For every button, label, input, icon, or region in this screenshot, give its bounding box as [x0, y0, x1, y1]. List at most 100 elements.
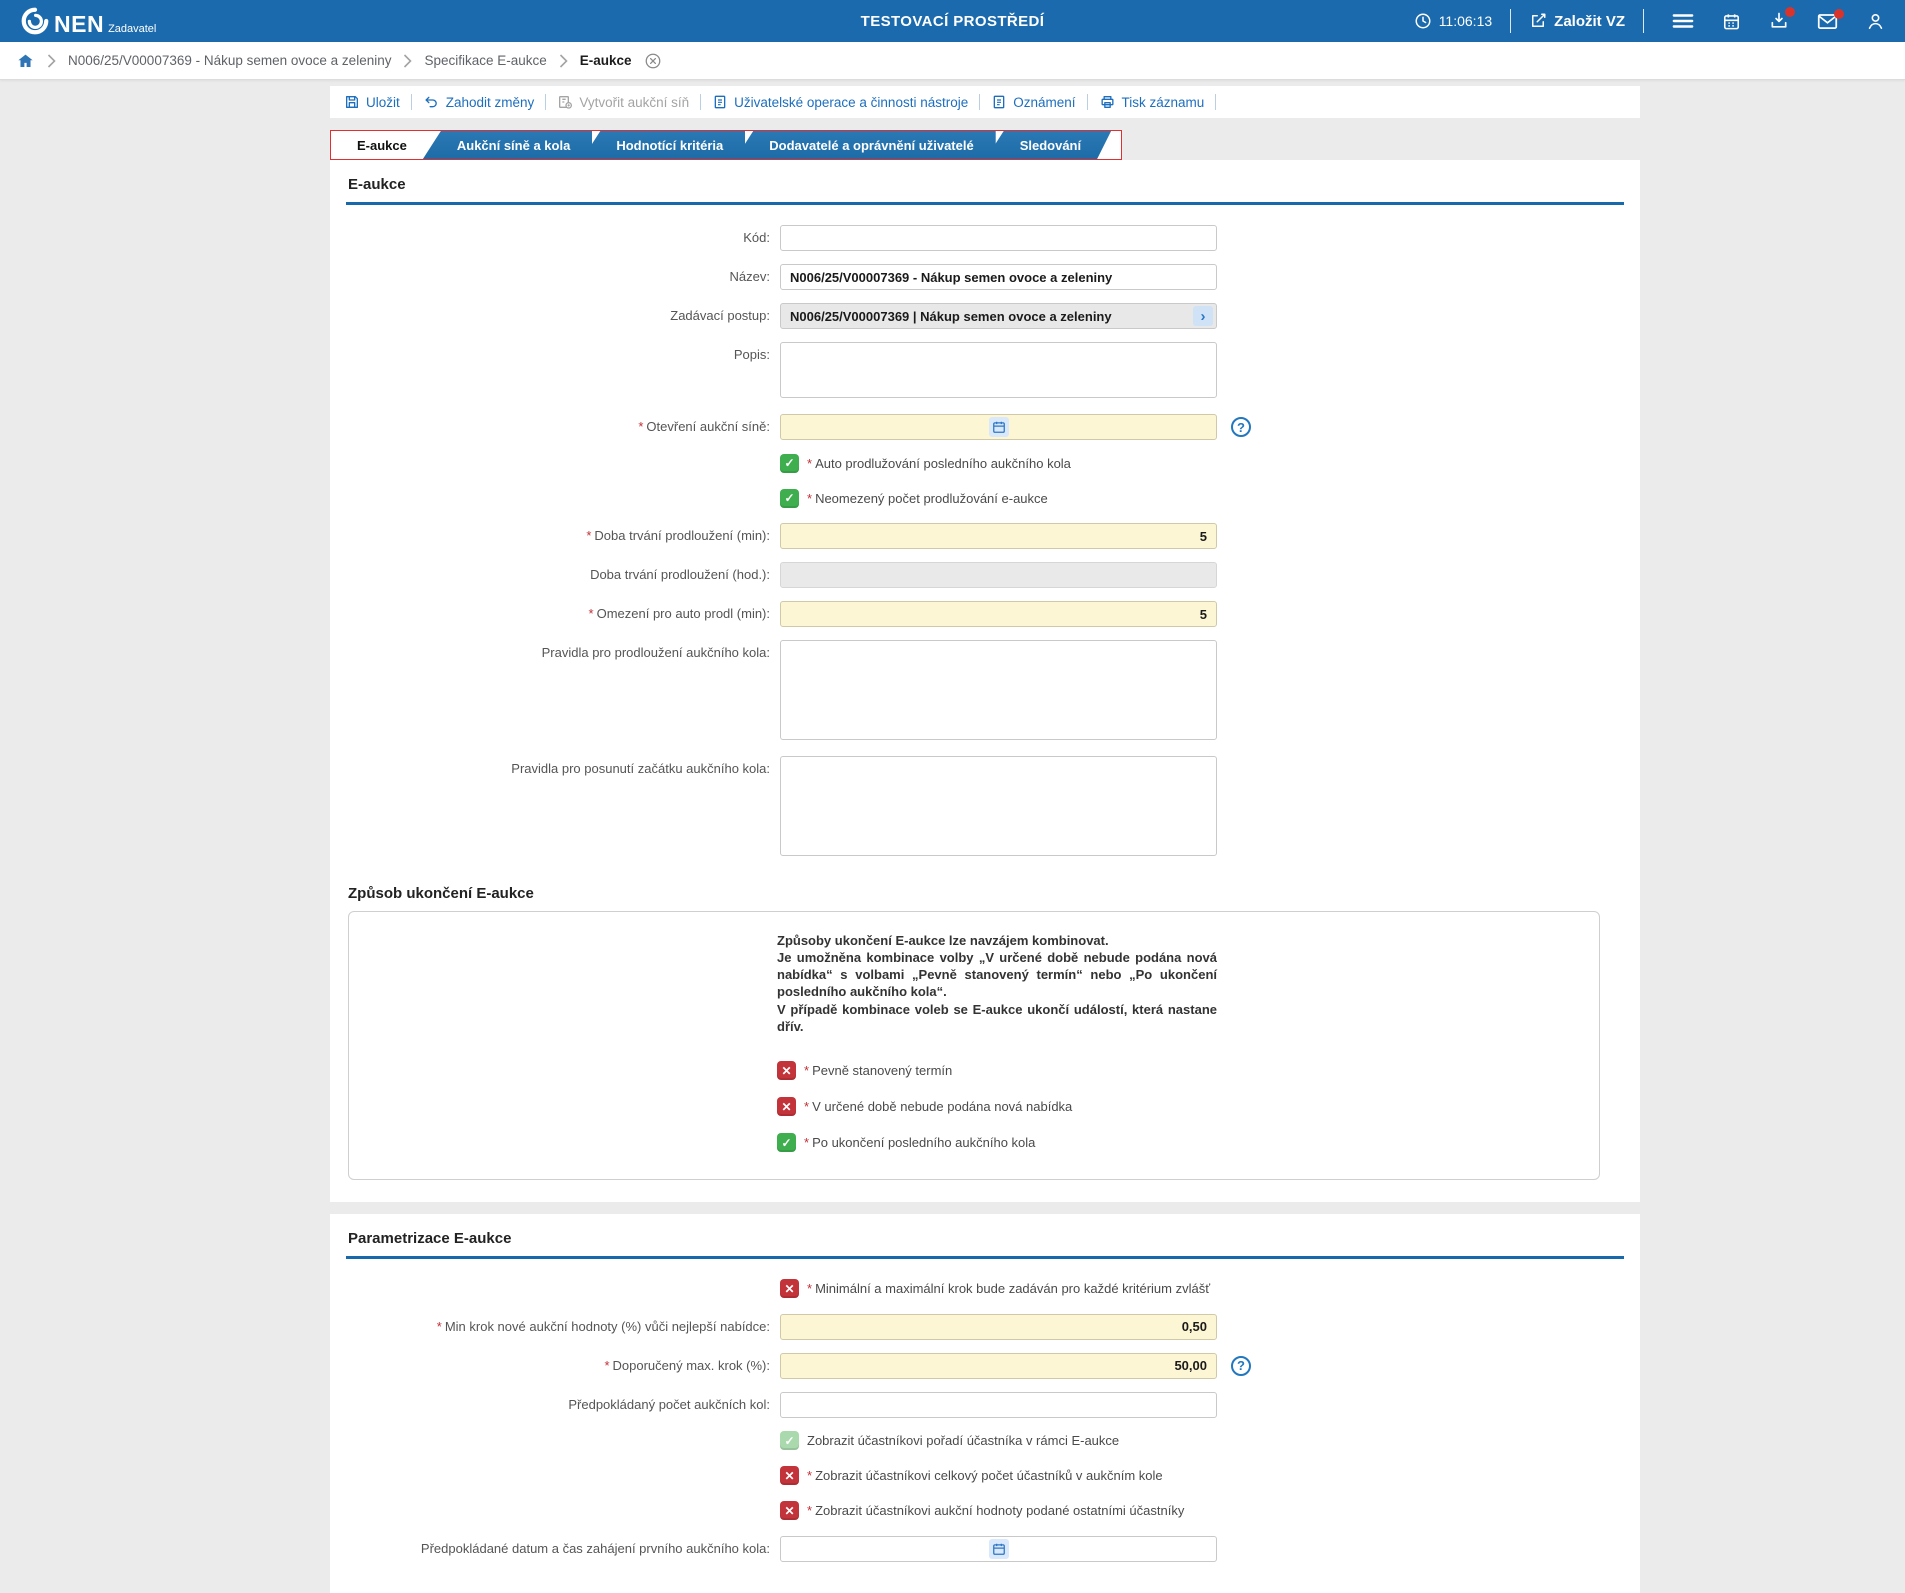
help-icon[interactable]: ? — [1231, 1355, 1251, 1376]
pocet-aukcnich-kol-input[interactable] — [780, 1391, 1217, 1418]
required-marker: * — [804, 1099, 810, 1115]
tab-eaukce[interactable]: E-aukce — [331, 131, 433, 159]
max-krok-input[interactable] — [780, 1352, 1217, 1379]
field-label: Otevření aukční síně: — [646, 418, 770, 434]
toolbar-separator — [1086, 94, 1088, 110]
header-divider — [1510, 9, 1512, 33]
create-auction-room-icon — [557, 94, 573, 110]
user-operations-button[interactable]: Uživatelské operace a činnosti nástroje — [712, 94, 968, 110]
tab-dodavatele-a-opravneni-uzivatele[interactable]: Dodavatelé a oprávnění uživatelé — [735, 131, 996, 159]
doba-trvani-min-input[interactable] — [780, 523, 1217, 549]
tab-hodnotici-kriteria[interactable]: Hodnotící kritéria — [582, 131, 746, 159]
checkbox-row-v-urcene-dobe: ✕ * V určené době nebude podána nová nabí… — [777, 1097, 1559, 1117]
open-record-chevron-icon[interactable]: › — [1193, 306, 1213, 326]
undo-icon — [423, 94, 440, 110]
toolbar-separator — [545, 94, 547, 110]
discard-changes-button[interactable]: Zahodit změny — [423, 94, 534, 110]
calendar-icon[interactable] — [1722, 12, 1741, 31]
checkbox-unchecked[interactable]: ✕ — [780, 1466, 799, 1486]
inbox-download-icon[interactable] — [1769, 7, 1795, 31]
eaukce-panel: E-aukce Kód: Název: Zadávací postup: N00… — [330, 160, 1640, 1202]
checkbox-label: Zobrazit účastníkovi aukční hodnoty poda… — [815, 1503, 1185, 1519]
checkbox-row-minmax-krok: ✕ * Minimální a maximální krok bude zadáv… — [780, 1279, 1624, 1299]
checkbox-row-neomezeny-pocet: ✓ * Neomezený počet prodlužování e-aukce — [780, 488, 1624, 508]
user-icon[interactable] — [1866, 12, 1885, 31]
datepicker-calendar-icon[interactable] — [988, 417, 1009, 437]
help-icon[interactable]: ? — [1231, 417, 1251, 437]
record-tabs: E-aukce Aukční síně a kola Hodnotící kri… — [330, 130, 1123, 160]
nazev-input[interactable] — [780, 264, 1217, 290]
popis-textarea[interactable] — [780, 342, 1217, 398]
create-vz-label: Založit VZ — [1554, 12, 1625, 30]
close-tab-icon[interactable] — [644, 52, 662, 70]
save-button[interactable]: Uložit — [344, 94, 400, 110]
field-label: Zadávací postup: — [670, 307, 770, 323]
field-label: Doporučený max. krok (%): — [612, 1357, 771, 1373]
kod-input[interactable] — [780, 225, 1217, 251]
pravidla-prodlouzeni-textarea[interactable] — [780, 640, 1217, 740]
nen-logo-icon — [20, 6, 50, 36]
min-krok-input[interactable] — [780, 1313, 1217, 1340]
checkbox-unchecked[interactable]: ✕ — [780, 1279, 799, 1299]
tab-aukcni-sine-a-kola[interactable]: Aukční síně a kola — [422, 131, 593, 159]
field-label: Kód: — [743, 229, 770, 245]
zadavaci-postup-value: N006/25/V00007369 | Nákup semen ovoce a … — [790, 308, 1112, 324]
clock-display: 11:06:13 — [1414, 12, 1492, 30]
section-rule — [346, 1255, 1624, 1259]
notification-badge — [1834, 8, 1844, 19]
checkbox-unchecked[interactable]: ✕ — [777, 1097, 796, 1117]
field-row-min-krok: * Min krok nové aukční hodnoty (%) vůči n… — [346, 1313, 1624, 1340]
breadcrumb-item-record[interactable]: N006/25/V00007369 - Nákup semen ovoce a … — [68, 53, 392, 68]
breadcrumb: N006/25/V00007369 - Nákup semen ovoce a … — [0, 42, 1905, 80]
announcements-button[interactable]: Oznámení — [991, 94, 1076, 110]
checkbox-row-po-ukonceni-kola: ✓ * Po ukončení posledního aukčního kola — [777, 1133, 1559, 1153]
print-record-button[interactable]: Tisk záznamu — [1099, 94, 1204, 110]
field-label: Doba trvání prodloužení (min): — [594, 527, 770, 543]
required-marker: * — [804, 1135, 810, 1151]
field-label: Název: — [729, 268, 770, 284]
checkbox-checked[interactable]: ✓ — [780, 488, 799, 508]
check-icon: ✓ — [784, 456, 795, 470]
field-row-otevreni-aukcni-sine: * Otevření aukční síně: ? — [346, 414, 1624, 440]
section-rule — [346, 202, 1624, 205]
check-icon: ✓ — [784, 491, 795, 505]
toolbar-separator — [1215, 94, 1217, 110]
checkbox-row-zobrazit-pocet: ✕ * Zobrazit účastníkovi celkový počet úč… — [780, 1466, 1624, 1486]
checkbox-unchecked[interactable]: ✕ — [780, 1501, 799, 1521]
required-marker: * — [638, 418, 644, 434]
omezeni-auto-prodl-input[interactable] — [780, 601, 1217, 627]
home-icon[interactable] — [16, 52, 35, 70]
required-marker: * — [436, 1318, 442, 1334]
create-vz-button[interactable]: Založit VZ — [1529, 12, 1625, 30]
check-icon: ✓ — [781, 1135, 792, 1150]
end-note-line: V případě kombinace voleb se E-aukce uko… — [777, 1001, 1217, 1034]
mail-icon[interactable] — [1817, 8, 1844, 30]
pravidla-posunuti-textarea[interactable] — [780, 756, 1217, 856]
parametrizace-panel: Parametrizace E-aukce ✕ * Minimální a max… — [330, 1213, 1640, 1593]
checkbox-label: Minimální a maximální krok bude zadáván … — [815, 1281, 1211, 1297]
required-marker: * — [588, 605, 594, 621]
zadavaci-postup-field[interactable]: N006/25/V00007369 | Nákup semen ovoce a … — [780, 303, 1217, 329]
field-row-datum-prvniho-kola: Předpokládané datum a čas zahájení první… — [346, 1535, 1624, 1562]
required-marker: * — [807, 455, 813, 471]
breadcrumb-separator-icon — [559, 53, 568, 68]
checkbox-checked[interactable]: ✓ — [780, 453, 799, 473]
field-label: Popis: — [733, 347, 770, 362]
menu-icon[interactable] — [1672, 12, 1694, 30]
tab-sledovani[interactable]: Sledování — [986, 131, 1111, 159]
cross-icon: ✕ — [784, 1468, 795, 1483]
save-icon — [344, 94, 360, 110]
datepicker-calendar-icon[interactable] — [988, 1538, 1009, 1559]
field-label: Předpokládané datum a čas zahájení první… — [420, 1540, 770, 1556]
breadcrumb-item-spec[interactable]: Specifikace E-aukce — [424, 53, 547, 68]
field-label: Doba trvání prodloužení (hod.): — [590, 566, 770, 582]
breadcrumb-separator-icon — [47, 53, 56, 68]
checkbox-unchecked[interactable]: ✕ — [777, 1061, 796, 1081]
checkbox-checked[interactable]: ✓ — [777, 1133, 796, 1153]
field-label: Pravidla pro prodloužení aukčního kola: — [541, 645, 770, 660]
nen-logo: NEN Zadavatel — [20, 6, 156, 36]
printer-icon — [1099, 94, 1116, 110]
field-label: Omezení pro auto prodl (min): — [596, 605, 770, 621]
toolbar-separator — [700, 94, 702, 110]
toolbar-separator — [979, 94, 981, 110]
